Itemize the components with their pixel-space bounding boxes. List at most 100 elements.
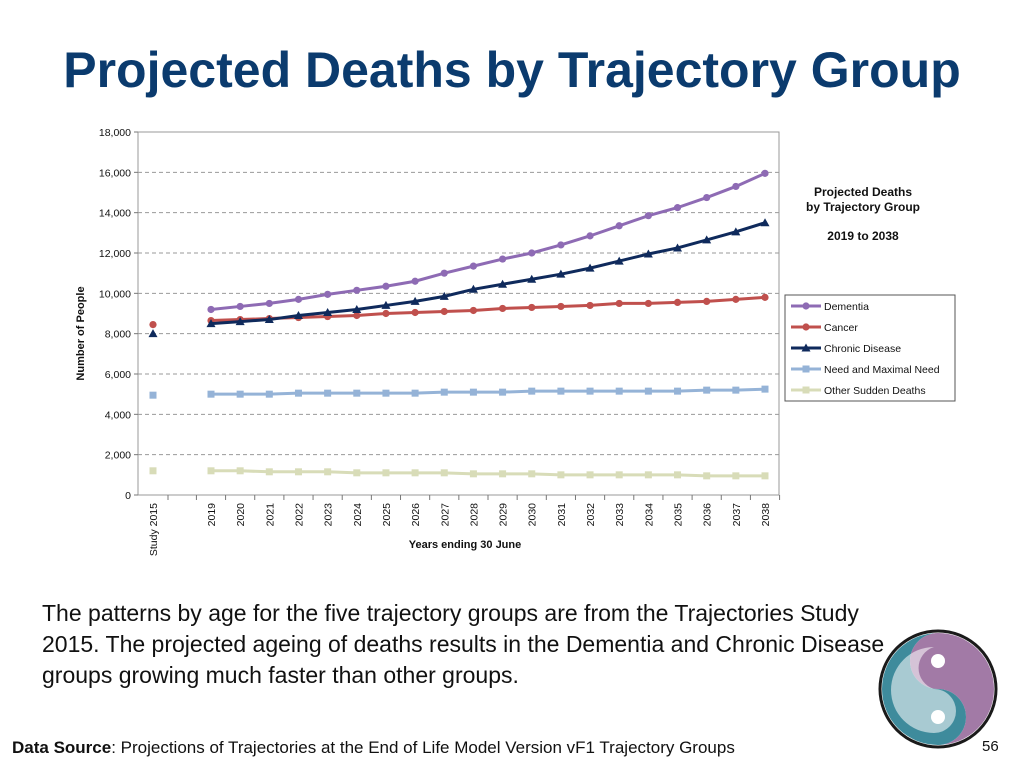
data-point bbox=[440, 469, 448, 477]
data-point bbox=[615, 471, 623, 479]
data-point bbox=[411, 308, 419, 317]
data-point bbox=[586, 471, 594, 479]
x-tick-label: 2025 bbox=[381, 503, 393, 527]
x-tick-label: 2037 bbox=[731, 503, 743, 527]
data-point bbox=[586, 387, 594, 395]
data-point bbox=[614, 256, 624, 265]
data-point bbox=[761, 169, 769, 177]
data-point bbox=[353, 469, 361, 477]
data-point bbox=[264, 315, 274, 324]
x-tick-label: 2031 bbox=[556, 503, 568, 527]
chart-subtitle: 2019 to 2038 bbox=[827, 229, 899, 243]
legend-marker bbox=[802, 302, 810, 310]
data-point bbox=[527, 274, 537, 283]
y-tick-label: 0 bbox=[125, 490, 131, 502]
data-point-study bbox=[148, 329, 158, 338]
data-point bbox=[760, 218, 770, 227]
legend-marker bbox=[802, 323, 810, 331]
data-point bbox=[207, 305, 215, 314]
data-point bbox=[703, 472, 711, 480]
page-number: 56 bbox=[982, 738, 999, 755]
data-point bbox=[469, 388, 477, 396]
data-point bbox=[353, 311, 361, 320]
data-point bbox=[585, 263, 595, 272]
data-source-footer: Data Source: Projections of Trajectories… bbox=[12, 738, 735, 758]
data-point bbox=[528, 303, 536, 312]
data-point bbox=[557, 387, 565, 395]
y-tick-label: 12,000 bbox=[99, 248, 131, 260]
x-tick-label: 2036 bbox=[702, 503, 714, 527]
legend-label: Need and Maximal Need bbox=[824, 364, 940, 376]
data-point bbox=[732, 295, 740, 303]
legend-label: Cancer bbox=[824, 322, 858, 334]
plot-area bbox=[137, 131, 780, 496]
data-point bbox=[644, 212, 652, 220]
x-axis-title: Years ending 30 June bbox=[409, 539, 522, 551]
x-tick-label: 2023 bbox=[323, 503, 335, 527]
data-point bbox=[293, 311, 303, 320]
data-point bbox=[761, 385, 769, 393]
data-point bbox=[498, 304, 507, 313]
series-line-4 bbox=[211, 469, 765, 478]
data-point bbox=[557, 302, 565, 311]
data-point bbox=[236, 390, 244, 398]
legend-label: Other Sudden Deaths bbox=[824, 385, 926, 397]
y-tick-label: 6,000 bbox=[105, 369, 131, 381]
data-point bbox=[673, 298, 682, 307]
legend-label: Dementia bbox=[824, 301, 869, 313]
y-axis-title: Number of People bbox=[75, 286, 87, 380]
data-point bbox=[410, 296, 420, 305]
data-point bbox=[674, 471, 682, 479]
data-point-study bbox=[149, 391, 157, 399]
data-point bbox=[352, 304, 362, 313]
data-point bbox=[732, 386, 740, 394]
organization-logo bbox=[878, 629, 998, 749]
data-source-text: : Projections of Trajectories at the End… bbox=[111, 738, 735, 757]
series-line-3 bbox=[211, 387, 766, 396]
data-point bbox=[353, 389, 361, 397]
data-point bbox=[294, 389, 302, 397]
data-point bbox=[557, 241, 565, 249]
data-point bbox=[498, 255, 507, 263]
x-tick-label: 2026 bbox=[410, 503, 422, 527]
x-tick-label: 2038 bbox=[760, 503, 772, 527]
series-line-1 bbox=[210, 295, 766, 323]
data-point bbox=[673, 204, 682, 212]
series-line-2 bbox=[210, 221, 766, 326]
data-point bbox=[207, 390, 215, 398]
data-point bbox=[469, 306, 478, 315]
x-tick-label: 2020 bbox=[235, 503, 247, 527]
x-tick-label: 2027 bbox=[439, 503, 451, 527]
data-point bbox=[381, 300, 391, 309]
legend-marker bbox=[802, 386, 810, 394]
data-point bbox=[265, 468, 273, 476]
data-point bbox=[324, 290, 332, 298]
data-point bbox=[615, 387, 623, 395]
data-point bbox=[265, 390, 273, 398]
x-tick-label: 2035 bbox=[673, 503, 685, 527]
data-point bbox=[294, 468, 302, 476]
deaths-line-chart: 0 2,000 4,000 6,000 8,000 10,000 12,000 14,000 1… bbox=[75, 127, 956, 556]
data-point bbox=[468, 284, 478, 293]
data-point bbox=[265, 299, 273, 308]
data-point bbox=[586, 301, 594, 310]
data-point bbox=[382, 282, 390, 290]
data-point bbox=[324, 468, 332, 476]
data-point bbox=[235, 317, 245, 326]
data-point bbox=[528, 387, 536, 395]
y-tick-label: 2,000 bbox=[105, 450, 131, 462]
data-point bbox=[499, 470, 507, 478]
data-point bbox=[498, 279, 508, 288]
data-point bbox=[382, 389, 390, 397]
y-tick-label: 18,000 bbox=[99, 127, 131, 139]
data-point bbox=[643, 249, 653, 258]
x-tick-label: 2022 bbox=[293, 503, 305, 527]
data-point bbox=[236, 302, 244, 311]
data-point bbox=[382, 469, 390, 477]
x-tick-label: 2033 bbox=[614, 503, 626, 527]
data-point bbox=[324, 389, 332, 397]
data-source-label: Data Source bbox=[12, 738, 112, 757]
x-tick-label: 2032 bbox=[585, 503, 597, 527]
data-point bbox=[323, 307, 333, 316]
x-tick-label: 2019 bbox=[206, 503, 218, 527]
